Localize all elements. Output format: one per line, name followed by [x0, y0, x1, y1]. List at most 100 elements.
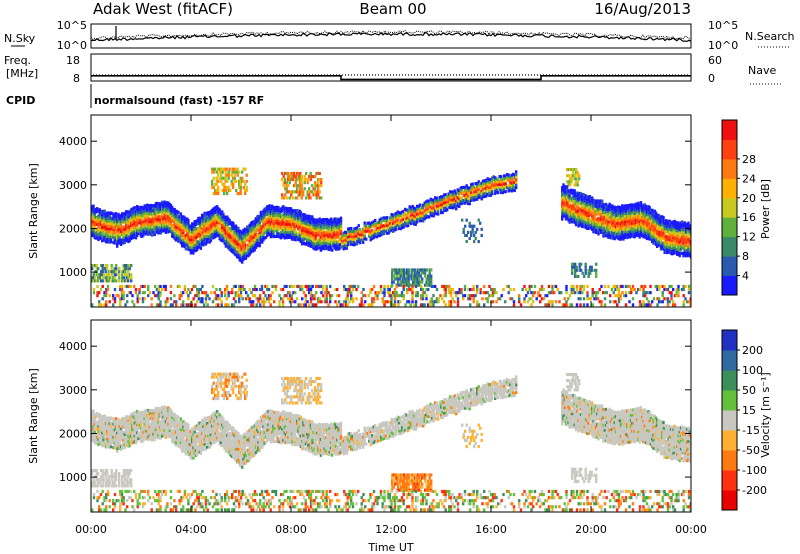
power-cell: [97, 279, 100, 283]
power-cell: [194, 222, 198, 226]
power-cell: [204, 226, 208, 230]
power-cell: [157, 205, 160, 209]
power-cell: [574, 271, 577, 275]
power-cell: [217, 185, 220, 189]
power-cell: [360, 233, 363, 237]
power-cell: [100, 264, 103, 268]
power-cell: [257, 233, 260, 237]
power-cell: [394, 268, 397, 272]
power-cell: [187, 221, 190, 225]
power-cell: [182, 233, 185, 237]
power-cell: [272, 214, 275, 218]
power-cell: [586, 221, 589, 225]
power-cell: [162, 284, 166, 288]
power-cell: [452, 190, 455, 194]
power-cell: [242, 179, 245, 183]
power-cell: [264, 300, 267, 304]
power-cell: [653, 235, 656, 239]
power-cell: [151, 209, 154, 213]
power-cell: [272, 208, 275, 212]
power-cell: [112, 294, 115, 298]
power-cell: [598, 228, 601, 232]
power-cell: [395, 222, 398, 226]
power-cell: [662, 237, 665, 241]
power-cell: [284, 222, 288, 226]
power-cell: [621, 214, 624, 218]
power-cell: [398, 221, 401, 225]
power-cell: [598, 204, 601, 208]
power-cell: [104, 279, 107, 283]
power-cell: [239, 182, 242, 186]
power-cell: [121, 225, 124, 229]
power-cell: [243, 240, 246, 244]
power-cell: [333, 227, 336, 231]
power-cell: [482, 195, 485, 199]
power-cell: [177, 231, 180, 235]
power-cell: [419, 211, 422, 215]
power-cell: [297, 227, 300, 231]
power-cell: [92, 276, 95, 280]
power-cell: [333, 233, 336, 237]
power-cell: [687, 234, 690, 238]
power-cell: [455, 194, 458, 198]
power-cell: [225, 288, 229, 292]
power-cell: [236, 170, 239, 174]
power-cell: [231, 303, 234, 307]
power-cell: [223, 188, 226, 192]
power-cell: [369, 222, 372, 226]
power-cell: [689, 250, 691, 254]
power-cell: [159, 303, 162, 307]
power-cell: [400, 268, 403, 272]
power-cell: [309, 288, 313, 292]
power-cell: [217, 303, 220, 307]
power-cell: [658, 225, 661, 229]
power-cell: [392, 219, 395, 223]
power-cell: [561, 196, 564, 200]
power-cell: [182, 220, 185, 224]
power-cell: [621, 209, 624, 213]
power-cell: [431, 214, 434, 218]
power-cell: [106, 211, 109, 215]
power-cell: [242, 247, 245, 251]
power-cell: [101, 210, 104, 214]
power-cell: [113, 223, 116, 227]
power-cell: [316, 247, 319, 251]
power-cell: [356, 234, 359, 238]
power-cell: [159, 207, 163, 211]
power-cell: [567, 174, 570, 178]
power-cell: [407, 224, 410, 228]
power-cell: [252, 238, 255, 242]
power-cell: [180, 291, 183, 295]
power-cell: [378, 221, 381, 225]
power-cell: [401, 215, 404, 219]
power-cell: [314, 193, 317, 197]
power-cell: [272, 216, 275, 220]
power-cell: [447, 203, 450, 207]
power-cell: [293, 175, 296, 179]
power-cell: [143, 217, 146, 221]
power-cell: [424, 268, 427, 272]
power-cell: [161, 288, 164, 292]
power-cell: [404, 271, 407, 275]
power-cell: [375, 224, 378, 228]
power-cell: [169, 297, 173, 301]
power-cell: [212, 223, 215, 227]
power-cell: [201, 300, 204, 304]
power-cell: [139, 231, 143, 235]
power-cell: [420, 208, 423, 212]
power-cell: [264, 225, 268, 229]
power-cell: [120, 294, 124, 298]
power-cell: [498, 182, 501, 186]
power-cell: [653, 212, 656, 216]
power-cell: [668, 227, 671, 231]
power-cell: [570, 177, 573, 181]
power-cell: [398, 268, 401, 272]
power-cell: [299, 213, 303, 217]
power-cell: [362, 235, 365, 239]
power-cell: [327, 291, 330, 295]
power-cell: [324, 231, 328, 235]
power-cell: [122, 225, 125, 229]
power-cell: [398, 274, 401, 278]
power-cell: [648, 237, 651, 241]
power-cell: [304, 216, 308, 220]
